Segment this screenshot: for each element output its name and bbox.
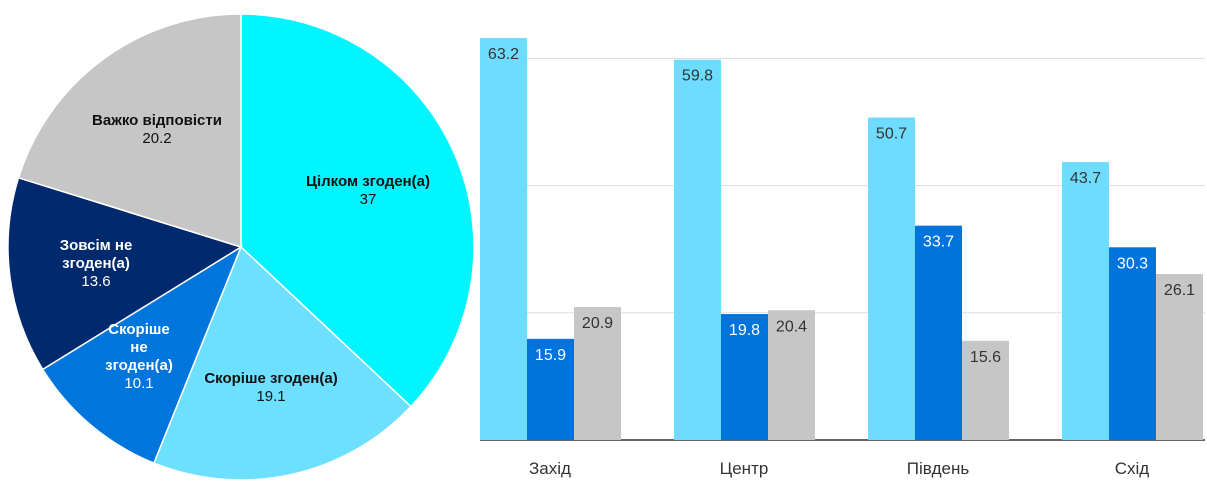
bar-value-label: 15.6 bbox=[970, 349, 1001, 366]
pie-chart: Цілком згоден(а)37 Скоріше згоден(а)19.1 С… bbox=[7, 13, 475, 481]
pie-slice-цілком-згоден-а- bbox=[240, 13, 475, 408]
x-tick-label: Схід bbox=[1115, 459, 1150, 478]
pie-slice-value: 10.1 bbox=[124, 375, 153, 392]
bar-marks: 63.2 15.9 20.9 59.8 19.8 20.4 50.7 33.7 15.6 43.7… bbox=[480, 38, 1203, 441]
bar bbox=[868, 117, 915, 440]
pie-slice-label: Зовсім не згоден(а) bbox=[60, 237, 133, 272]
category-labels: Захід Центр Південь Схід bbox=[529, 459, 1149, 478]
bar-value-label: 59.8 bbox=[682, 68, 713, 85]
bar bbox=[962, 340, 1009, 440]
bar bbox=[915, 225, 962, 440]
bar-value-label: 26.1 bbox=[1164, 282, 1195, 299]
pie-slice-скоріше-не-згоден-а- bbox=[41, 245, 243, 465]
pie-slice-value: 13.6 bbox=[81, 273, 110, 290]
bar-chart: 63.2 15.9 20.9 59.8 19.8 20.4 50.7 33.7 15.6 43.7… bbox=[480, 38, 1205, 478]
bar bbox=[1062, 162, 1109, 440]
pie-slice-value: 19.1 bbox=[256, 388, 285, 405]
bar bbox=[1109, 247, 1156, 440]
x-tick-label: Південь bbox=[907, 459, 970, 478]
pie-slice-label: Скоріше не згоден(а) bbox=[105, 321, 173, 374]
pie-slice-зовсім-не-згоден-а- bbox=[7, 176, 243, 371]
bar-value-label: 20.9 bbox=[582, 315, 613, 332]
pie-slice-label: Скоріше згоден(а) bbox=[204, 370, 337, 387]
bar-value-label: 33.7 bbox=[923, 234, 954, 251]
pie-slice-value: 20.2 bbox=[142, 130, 171, 147]
bar bbox=[674, 59, 721, 441]
bar-value-label: 50.7 bbox=[876, 126, 907, 143]
bar-value-label: 15.9 bbox=[535, 347, 566, 364]
bar bbox=[574, 307, 621, 440]
pie-slice-value: 37 bbox=[360, 191, 377, 208]
bar bbox=[768, 310, 815, 440]
x-tick-label: Центр bbox=[720, 459, 769, 478]
bar-value-label: 43.7 bbox=[1070, 170, 1101, 187]
x-tick-label: Захід bbox=[529, 459, 571, 478]
pie-slice-label: Важко відповісти bbox=[92, 112, 222, 129]
bar-value-label: 19.8 bbox=[729, 322, 760, 339]
bar-value-label: 63.2 bbox=[488, 46, 519, 63]
bar bbox=[721, 314, 768, 440]
bar-value-label: 30.3 bbox=[1117, 255, 1148, 272]
bar bbox=[1156, 274, 1203, 440]
bar bbox=[480, 38, 527, 440]
bar-value-label: 20.4 bbox=[776, 318, 807, 335]
pie-slice-label: Цілком згоден(а) bbox=[306, 173, 430, 190]
bar bbox=[527, 338, 574, 440]
pie-slice-важко-відповісти bbox=[17, 13, 242, 249]
